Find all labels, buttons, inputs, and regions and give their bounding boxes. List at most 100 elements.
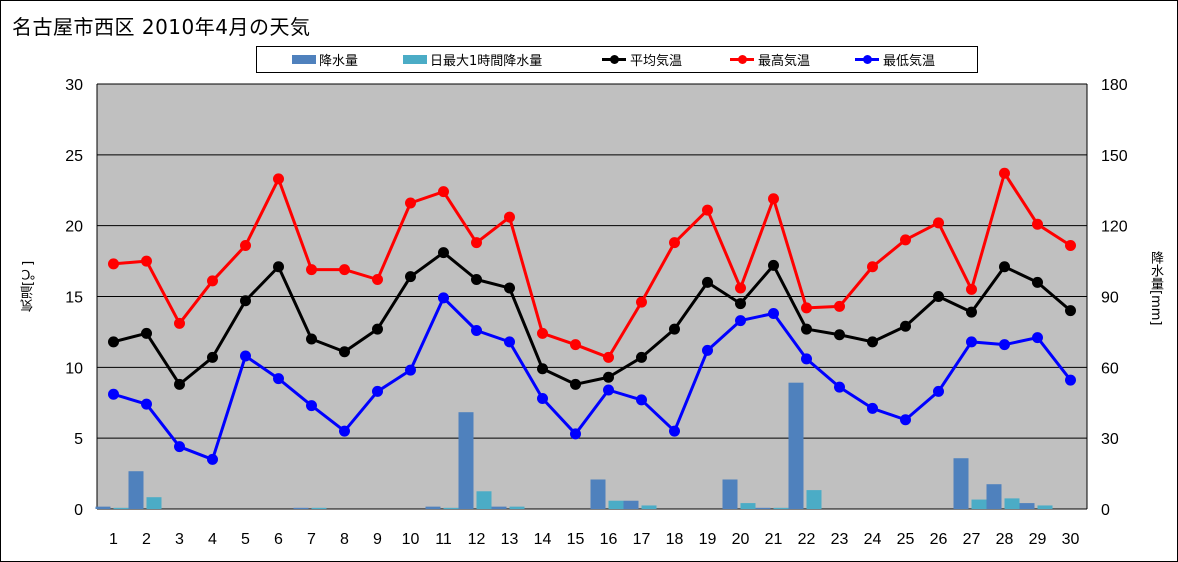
y-left-tick-label: 20	[65, 219, 83, 236]
series-line	[113, 296, 1072, 461]
line-series-2	[108, 292, 1076, 465]
bar	[722, 479, 738, 509]
y-right-tick-label: 0	[1101, 502, 1110, 519]
bar-series-1	[113, 490, 1053, 509]
y-left-tick-label: 10	[65, 360, 83, 377]
point	[603, 384, 614, 396]
x-tick-label: 25	[897, 531, 915, 548]
point	[174, 441, 185, 453]
point	[339, 346, 350, 358]
y-right-tick-label: 180	[1101, 77, 1128, 94]
bar	[608, 500, 624, 509]
bar	[509, 506, 525, 509]
point	[372, 274, 383, 285]
point	[768, 308, 779, 319]
legend-item-precipitation: 降水量	[292, 47, 358, 72]
legend-swatch-max-temp	[730, 55, 754, 64]
point	[141, 255, 152, 267]
point	[735, 315, 746, 327]
x-tick-label: 10	[402, 531, 420, 548]
point	[636, 296, 647, 308]
point	[141, 327, 152, 339]
x-tick-label: 5	[241, 531, 250, 548]
bar	[293, 507, 309, 509]
y-right-tick-label: 90	[1101, 290, 1119, 307]
point	[999, 167, 1010, 179]
point	[438, 186, 449, 198]
legend-item-min-temp: 最低気温	[855, 47, 935, 72]
point	[834, 381, 845, 393]
point	[240, 350, 251, 362]
x-tick-label: 29	[1029, 531, 1047, 548]
legend-label-max-hourly-precipitation: 日最大1時間降水量	[430, 54, 543, 69]
x-tick-label: 6	[274, 531, 283, 548]
point	[273, 173, 284, 185]
point	[504, 211, 515, 223]
bar	[95, 506, 111, 509]
point	[471, 325, 482, 336]
x-tick-label: 8	[340, 531, 349, 548]
bar	[458, 412, 474, 509]
point	[471, 274, 482, 285]
bar	[1037, 505, 1053, 509]
point	[999, 339, 1010, 351]
bar	[476, 491, 492, 509]
y-right-tick-label: 60	[1101, 360, 1119, 377]
point	[405, 197, 416, 209]
y-left-tick-label: 25	[65, 148, 83, 165]
x-tick-label: 27	[963, 531, 981, 548]
x-tick-label: 19	[699, 531, 717, 548]
point	[273, 373, 284, 385]
y-left-tick-label: 30	[65, 77, 83, 94]
point	[834, 329, 845, 341]
point	[966, 336, 977, 348]
y-left-tick-label: 15	[65, 290, 83, 307]
legend-swatch-min-temp	[855, 55, 879, 64]
point	[438, 247, 449, 259]
x-tick-label: 26	[930, 531, 948, 548]
x-tick-label: 12	[468, 531, 486, 548]
point	[306, 400, 317, 412]
point	[273, 261, 284, 273]
point	[900, 234, 911, 246]
point	[966, 283, 977, 295]
x-tick-label: 21	[765, 531, 783, 548]
bar	[623, 500, 639, 509]
point	[933, 385, 944, 397]
point	[1065, 374, 1076, 386]
bar	[971, 499, 987, 509]
point	[735, 282, 746, 294]
legend-label-min-temp: 最低気温	[883, 54, 936, 69]
bar	[1019, 503, 1035, 509]
bar	[311, 507, 327, 509]
point	[537, 363, 548, 375]
bar-series-0	[95, 382, 1035, 509]
point	[801, 302, 812, 314]
bar	[740, 503, 756, 509]
point	[735, 298, 746, 310]
bar	[443, 507, 459, 509]
bar	[755, 507, 771, 509]
legend-swatch-avg-temp	[602, 55, 626, 64]
point	[240, 295, 251, 307]
point	[1065, 240, 1076, 251]
x-tick-label: 1	[109, 531, 118, 548]
point	[570, 428, 581, 440]
point	[504, 336, 515, 348]
line-series-0	[108, 247, 1076, 390]
point	[768, 259, 779, 271]
point	[669, 425, 680, 437]
x-tick-label: 22	[798, 531, 816, 548]
x-tick-label: 13	[501, 531, 519, 548]
bar	[128, 471, 144, 509]
point	[306, 264, 317, 276]
point	[537, 327, 548, 339]
x-tick-label: 3	[175, 531, 184, 548]
y-right-tick-label: 150	[1101, 148, 1128, 165]
point	[207, 275, 218, 287]
point	[636, 351, 647, 363]
point	[966, 306, 977, 318]
point	[702, 276, 713, 288]
point	[603, 371, 614, 383]
